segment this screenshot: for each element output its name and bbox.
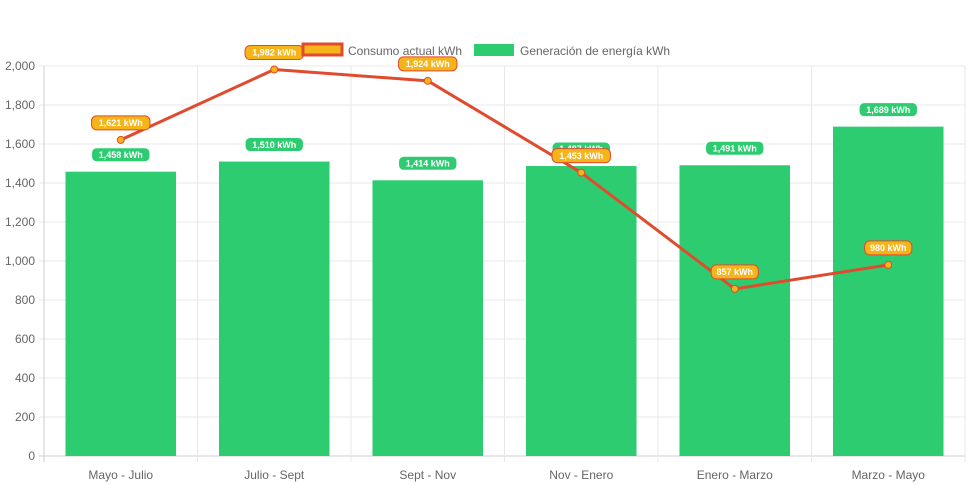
x-tick-label: Julio - Sept bbox=[244, 468, 305, 482]
data-label-generacion-box bbox=[705, 140, 765, 156]
point-consumo[interactable] bbox=[116, 135, 125, 144]
line-consumo bbox=[120, 68, 889, 291]
x-tick-label: Mayo - Julio bbox=[88, 468, 153, 482]
y-tick-label: 0 bbox=[28, 449, 35, 463]
bar-generacion[interactable] bbox=[525, 166, 637, 456]
data-label-consumo: 1,453 kWh bbox=[559, 151, 603, 161]
data-label-consumo-box bbox=[710, 264, 759, 280]
point-consumo[interactable] bbox=[270, 65, 279, 74]
data-label-consumo: 1,621 kWh bbox=[99, 118, 143, 128]
y-tick-label: 2,000 bbox=[5, 59, 35, 73]
data-label-generacion-box bbox=[858, 102, 918, 118]
data-label-consumo: 857 kWh bbox=[716, 267, 753, 277]
legend: Consumo actual kWh Generación de energía… bbox=[301, 42, 670, 58]
y-tick-label: 400 bbox=[15, 371, 35, 385]
legend-label-generacion: Generación de energía kWh bbox=[520, 44, 670, 58]
y-tick-label: 1,200 bbox=[5, 215, 35, 229]
point-consumo[interactable] bbox=[730, 284, 739, 293]
data-label-generacion: 1,414 kWh bbox=[406, 158, 450, 168]
y-tick-label: 1,800 bbox=[5, 98, 35, 112]
data-label-generacion: 1,689 kWh bbox=[866, 105, 910, 115]
data-label-generacion: 1,458 kWh bbox=[99, 150, 143, 160]
y-tick-label: 1,600 bbox=[5, 137, 35, 151]
data-label-consumo-box bbox=[864, 240, 913, 256]
legend-label-consumo: Consumo actual kWh bbox=[348, 44, 462, 58]
x-tick-label: Enero - Marzo bbox=[697, 468, 773, 482]
data-label-generacion: 1,510 kWh bbox=[252, 140, 296, 150]
legend-item-generacion[interactable]: Generación de energía kWh bbox=[474, 44, 670, 58]
legend-swatch-consumo bbox=[301, 42, 344, 57]
point-consumo[interactable] bbox=[884, 260, 893, 269]
data-label-generacion: 1,491 kWh bbox=[713, 143, 757, 153]
y-tick-label: 1,400 bbox=[5, 176, 35, 190]
data-label-generacion-box bbox=[91, 147, 151, 163]
bar-generacion[interactable] bbox=[679, 165, 791, 456]
data-label-consumo-box bbox=[398, 56, 458, 72]
y-tick-label: 600 bbox=[15, 332, 35, 346]
y-tick-label: 200 bbox=[15, 410, 35, 424]
y-tick-label: 800 bbox=[15, 293, 35, 307]
data-label-consumo-box bbox=[91, 115, 151, 131]
bar-generacion[interactable] bbox=[372, 180, 484, 456]
x-tick-label: Sept - Nov bbox=[399, 468, 456, 482]
data-label-consumo: 1,982 kWh bbox=[252, 48, 296, 58]
bar-generacion[interactable] bbox=[218, 161, 330, 457]
data-label-generacion-box bbox=[244, 137, 304, 153]
data-label-generacion-box bbox=[398, 155, 458, 171]
y-tick-label: 1,000 bbox=[5, 254, 35, 268]
bar-series-layer bbox=[65, 126, 944, 457]
legend-swatch-generacion bbox=[474, 44, 514, 56]
point-consumo[interactable] bbox=[423, 76, 432, 85]
line-series-layer bbox=[116, 65, 893, 293]
data-label-consumo: 1,924 kWh bbox=[406, 59, 450, 69]
x-tick-label: Nov - Enero bbox=[549, 468, 613, 482]
point-consumo[interactable] bbox=[577, 168, 586, 177]
legend-item-consumo[interactable]: Consumo actual kWh bbox=[301, 42, 462, 58]
bar-generacion[interactable] bbox=[832, 126, 944, 457]
data-label-consumo-box bbox=[551, 148, 611, 164]
data-label-consumo: 980 kWh bbox=[870, 243, 907, 253]
bar-generacion[interactable] bbox=[65, 171, 177, 456]
x-tick-label: Marzo - Mayo bbox=[852, 468, 926, 482]
